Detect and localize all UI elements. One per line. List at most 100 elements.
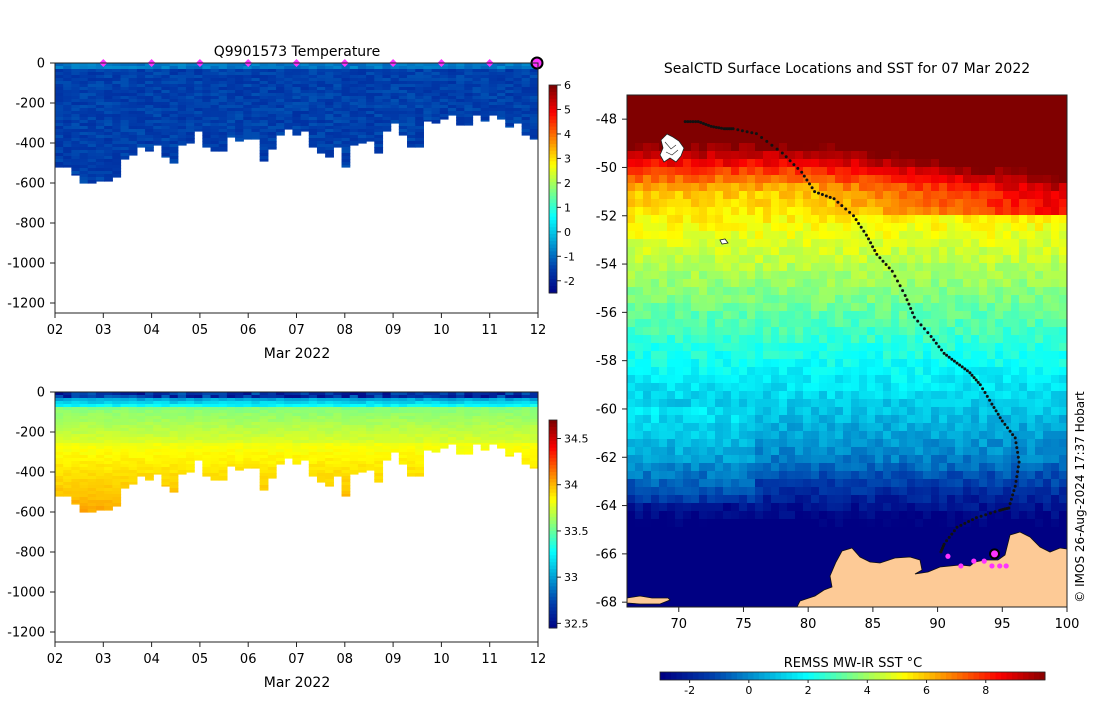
sst-cell: [763, 95, 772, 104]
sst-cell: [771, 487, 780, 496]
sst-cell: [731, 463, 740, 472]
sst-cell: [659, 415, 668, 424]
sst-cell: [739, 359, 748, 368]
sst-cell: [691, 567, 700, 576]
sst-cell: [707, 295, 716, 304]
sst-cell: [731, 143, 740, 152]
sst-cell: [635, 351, 644, 360]
temp-colorbar-segment: [549, 130, 557, 134]
sst-cell: [683, 335, 692, 344]
sst-cell: [707, 367, 716, 376]
temp-colorbar-segment: [549, 99, 557, 103]
sst-cell: [683, 423, 692, 432]
sst-cell: [763, 535, 772, 544]
sst-cell: [691, 287, 700, 296]
sst-cell: [787, 151, 796, 160]
sal-colorbar-segment: [549, 444, 557, 448]
sst-cell: [691, 95, 700, 104]
profile-cell: [243, 467, 252, 469]
sst-cell: [811, 119, 820, 128]
sst-cell: [691, 343, 700, 352]
sst-cell: [803, 575, 812, 584]
sst-cell: [643, 487, 652, 496]
sst-cell: [691, 415, 700, 424]
sst-cell: [659, 263, 668, 272]
sst-cell: [651, 439, 660, 448]
sst-cell: [691, 335, 700, 344]
temp-colorbar-tick-label: -2: [564, 275, 575, 288]
profile-cell: [407, 144, 416, 148]
profile-cell: [530, 467, 539, 469]
sst-cell: [667, 263, 676, 272]
profile-cell: [456, 452, 465, 455]
sst-cell: [771, 399, 780, 408]
sst-cell: [699, 391, 708, 400]
profile-cell: [456, 123, 465, 126]
sst-cell: [787, 263, 796, 272]
sst-cell: [739, 319, 748, 328]
sst-cell: [627, 95, 636, 104]
sst-cell: [683, 359, 692, 368]
sst-cell: [667, 199, 676, 208]
sst-cell: [635, 359, 644, 368]
sst-cell: [715, 263, 724, 272]
sst-cell: [755, 327, 764, 336]
sst-cell: [723, 391, 732, 400]
sst-cell: [803, 247, 812, 256]
sst-cell: [659, 327, 668, 336]
sst-cell: [627, 199, 636, 208]
sal-colorbar-segment: [549, 569, 557, 573]
sst-cell: [803, 239, 812, 248]
sst-cell: [667, 327, 676, 336]
sst-cell: [699, 479, 708, 488]
sst-cell: [635, 311, 644, 320]
sst-cell: [771, 151, 780, 160]
sst-cell: [635, 95, 644, 104]
sst-cell: [795, 199, 804, 208]
sst-cell: [627, 215, 636, 224]
sst-cell: [667, 527, 676, 536]
sst-cell: [771, 263, 780, 272]
temp-colorbar-segment: [549, 241, 557, 245]
sst-cell: [787, 511, 796, 520]
sst-cell: [747, 583, 756, 592]
sst-cell: [715, 327, 724, 336]
sst-cell: [715, 255, 724, 264]
sst-cell: [659, 527, 668, 536]
sst-cell: [651, 423, 660, 432]
sst-cell: [715, 191, 724, 200]
sst-cell: [659, 239, 668, 248]
sst-cell: [755, 535, 764, 544]
sst-cell: [627, 391, 636, 400]
sal-colorbar-segment: [549, 475, 557, 479]
sst-cell: [651, 535, 660, 544]
sst-cell: [787, 191, 796, 200]
sst-cell: [691, 247, 700, 256]
sst-cell: [683, 407, 692, 416]
sst-cell: [811, 95, 820, 104]
sst-cell: [707, 343, 716, 352]
sst-cell: [771, 383, 780, 392]
sst-cell: [771, 511, 780, 520]
profile-cell: [161, 485, 170, 487]
sst-cell: [715, 551, 724, 560]
sst-cell: [691, 143, 700, 152]
sst-cell: [643, 183, 652, 192]
profile-cell: [104, 180, 113, 182]
sst-cell: [699, 239, 708, 248]
sst-cell: [739, 431, 748, 440]
sst-cell: [739, 287, 748, 296]
sst-cell: [739, 439, 748, 448]
sst-cell: [715, 431, 724, 440]
profile-cell: [382, 458, 391, 461]
sst-cell: [715, 439, 724, 448]
sst-cell: [659, 399, 668, 408]
sst-cell: [683, 511, 692, 520]
sal-colorbar-segment: [549, 573, 557, 577]
sst-cell: [771, 215, 780, 224]
day-tick-label: 07: [288, 323, 305, 338]
sst-cell: [683, 327, 692, 336]
sst-cell: [755, 95, 764, 104]
sst-cell: [731, 447, 740, 456]
sst-cell: [699, 159, 708, 168]
